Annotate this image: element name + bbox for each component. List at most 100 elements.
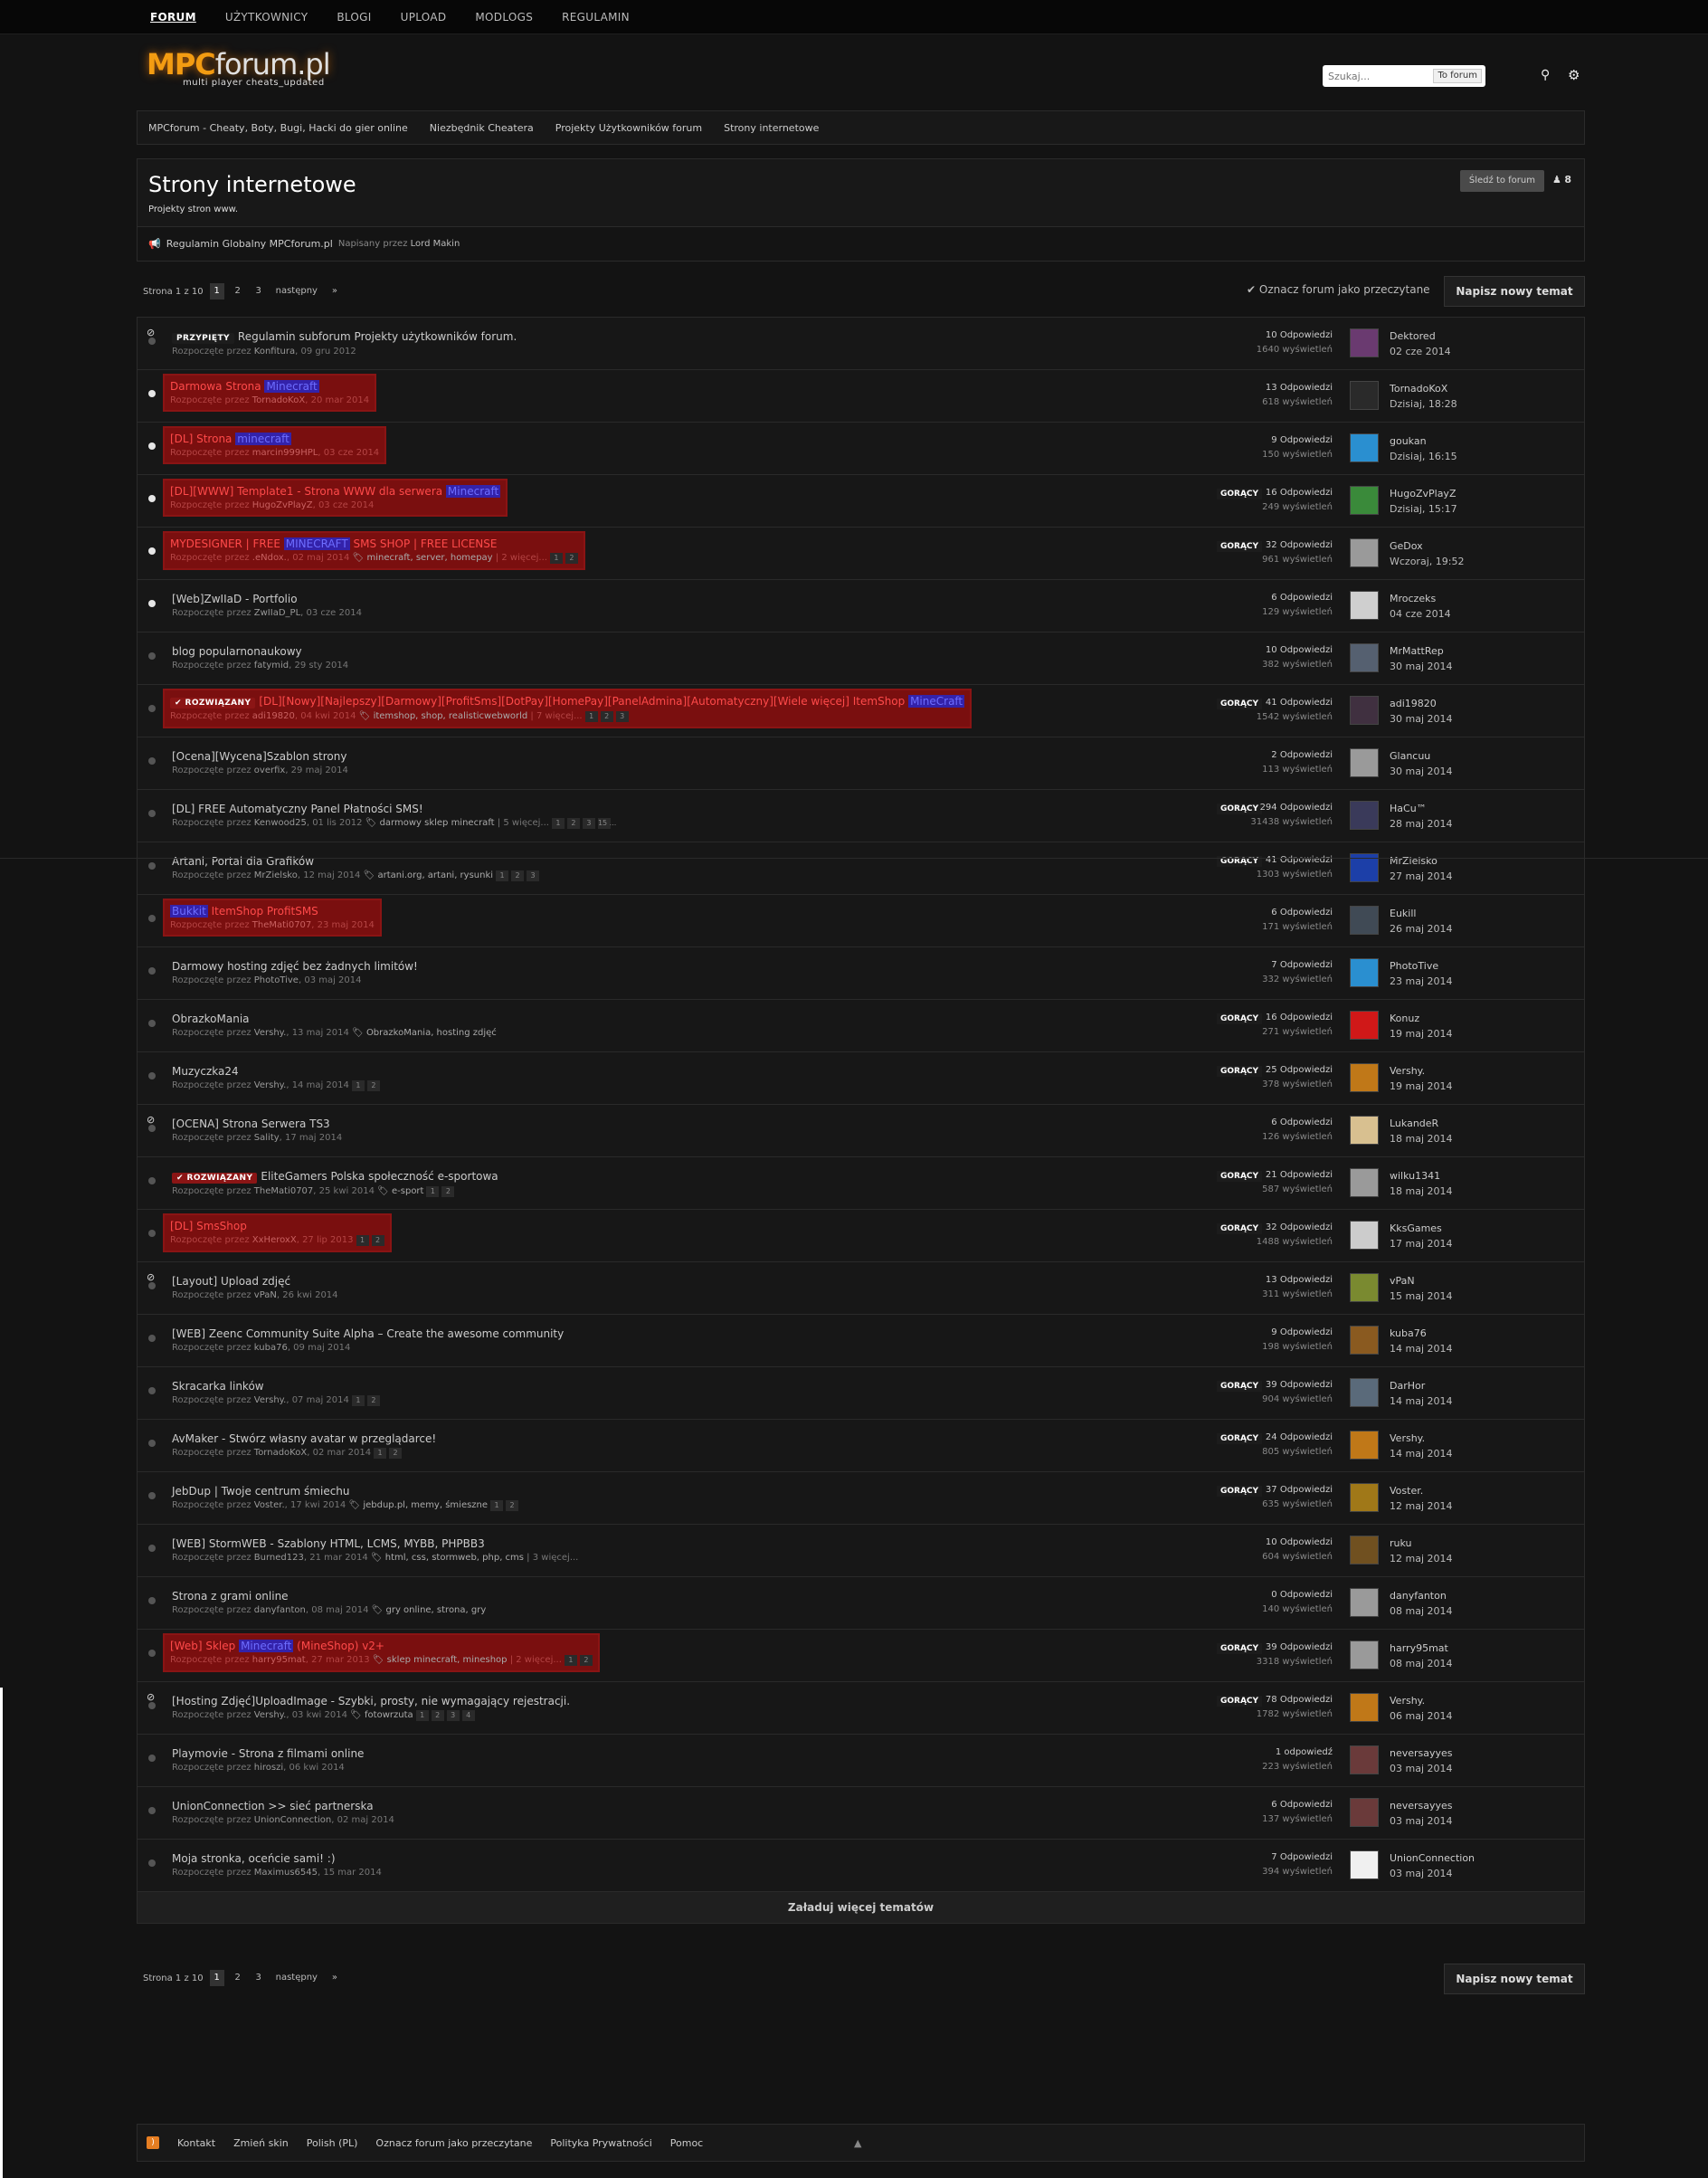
thread-author[interactable]: HugoZvPlayZ <box>251 500 313 510</box>
thread-author[interactable]: TornadoKoX <box>253 1448 308 1458</box>
table-row[interactable]: Skracarka linków Rozpoczęte przez Vershy.… <box>138 1367 1584 1420</box>
thread-title-line[interactable]: ✔ ROZWIĄZANY [DL][Nowy][Najlepszy][Darmow… <box>170 695 965 709</box>
table-row[interactable]: [DL] FREE Automatyczny Panel Płatności S… <box>138 790 1584 842</box>
thread-page-link[interactable]: 2 <box>511 870 525 881</box>
thread-author[interactable]: vPaN <box>253 1290 277 1300</box>
footer-link[interactable]: Oznacz forum jako przeczytane <box>375 2136 533 2149</box>
thread-author[interactable]: TornadoKoX <box>251 395 306 405</box>
thread-page-link[interactable]: 3 <box>446 1710 460 1721</box>
avatar[interactable] <box>1350 1641 1379 1669</box>
thread-tags[interactable]: gry online, strona, gry <box>385 1605 487 1615</box>
announcement-author[interactable]: Lord Makin <box>410 239 460 249</box>
last-poster[interactable]: KksGames <box>1390 1222 1442 1234</box>
last-poster[interactable]: Eukill <box>1390 908 1417 919</box>
breadcrumb-item[interactable]: Strony internetowe <box>724 121 820 134</box>
thread-author[interactable]: danyfanton <box>253 1605 306 1615</box>
nav-item[interactable]: UPLOAD <box>400 11 447 24</box>
gear-icon[interactable]: ⚙ <box>1568 67 1580 83</box>
last-post-time[interactable]: 08 maj 2014 <box>1390 1605 1453 1617</box>
thread-author[interactable]: Maximus6545 <box>253 1868 318 1878</box>
search-input[interactable] <box>1323 65 1422 87</box>
table-row[interactable]: Darmowy hosting zdjęć bez żadnych limitó… <box>138 947 1584 1000</box>
last-post-time[interactable]: 04 cze 2014 <box>1390 608 1451 620</box>
search-scope[interactable]: To forum <box>1433 69 1482 83</box>
avatar[interactable] <box>1350 538 1379 567</box>
thread-page-link[interactable]: 2 <box>565 553 578 564</box>
thread-author[interactable]: TheMati0707 <box>253 1186 314 1196</box>
thread-title-line[interactable]: blog popularnonaukowy <box>172 645 348 658</box>
thread-title[interactable]: UnionConnection >> sieć partnerska <box>172 1800 374 1812</box>
thread-page-link[interactable]: 2 <box>600 711 613 722</box>
thread-title-line[interactable]: PRZYPIĘTY Regulamin subforum Projekty uży… <box>172 330 517 344</box>
thread-title-highlight[interactable]: Minecraft <box>445 485 501 498</box>
thread-title[interactable]: Darmowy hosting zdjęć bez żadnych limitó… <box>172 960 418 973</box>
last-poster[interactable]: neversayyes <box>1390 1747 1453 1759</box>
thread-title-highlight[interactable]: Bukkit <box>170 905 208 918</box>
thread-title[interactable]: Moja stronka, oceńcie sami! :) <box>172 1852 336 1865</box>
thread-author[interactable]: XxHeroxX <box>251 1235 297 1245</box>
thread-author[interactable]: Kenwood25 <box>253 818 307 828</box>
avatar[interactable] <box>1350 643 1379 672</box>
footer-link[interactable]: Polityka Prywatności <box>550 2136 652 2149</box>
thread-title-line[interactable]: MYDESIGNER | FREE MINECRAFT SMS SHOP | F… <box>170 537 578 550</box>
last-page-link[interactable]: » <box>331 286 338 296</box>
thread-tags[interactable]: fotowrzuta <box>365 1710 413 1720</box>
thread-page-link[interactable]: 1 <box>496 870 509 881</box>
thread-author[interactable]: overfix <box>253 766 286 775</box>
thread-page-link[interactable]: 1 <box>351 1395 365 1406</box>
last-poster[interactable]: GeDox <box>1390 540 1423 552</box>
thread-title-line[interactable]: [Web]ZwIIaD - Portfolio <box>172 593 362 605</box>
last-post-time[interactable]: 28 maj 2014 <box>1390 818 1453 830</box>
thread-page-link[interactable]: 1 <box>356 1235 369 1246</box>
thread-title[interactable]: [Ocena][Wycena]Szablon strony <box>172 750 347 763</box>
thread-author[interactable]: Sality <box>253 1133 280 1143</box>
thread-title-line[interactable]: Skracarka linków <box>172 1380 380 1393</box>
thread-title[interactable]: Strona z grami online <box>172 1590 289 1603</box>
thread-title-line[interactable]: Strona z grami online <box>172 1590 486 1603</box>
footer-link[interactable]: Zmień skin <box>233 2136 289 2149</box>
search-icon[interactable]: ⚲ <box>1541 68 1551 82</box>
table-row[interactable]: [WEB] Zeenc Community Suite Alpha – Crea… <box>138 1315 1584 1367</box>
new-topic-button[interactable]: Napisz nowy temat <box>1444 276 1585 307</box>
thread-title[interactable]: [DL] SmsShop <box>170 1220 247 1232</box>
last-post-time[interactable]: 03 maj 2014 <box>1390 1815 1453 1827</box>
thread-title[interactable]: [WEB] Zeenc Community Suite Alpha – Crea… <box>172 1327 565 1340</box>
last-poster[interactable]: UnionConnection <box>1390 1852 1476 1864</box>
table-row[interactable]: ✔ ROZWIĄZANY [DL][Nowy][Najlepszy][Darmow… <box>138 685 1584 737</box>
breadcrumb-item[interactable]: Projekty Użytkowników forum <box>555 121 703 134</box>
thread-tags[interactable]: darmowy sklep minecraft <box>379 818 495 828</box>
last-poster[interactable]: wilku1341 <box>1390 1170 1441 1182</box>
thread-title[interactable]: MYDESIGNER | FREE <box>170 537 284 550</box>
new-topic-button-bottom[interactable]: Napisz nowy temat <box>1444 1964 1585 1994</box>
thread-title[interactable]: [WEB] StormWEB - Szablony HTML, LCMS, MY… <box>172 1537 485 1550</box>
thread-title[interactable]: Darmowa Strona <box>170 380 265 393</box>
thread-title[interactable]: [Web] Sklep <box>170 1640 240 1652</box>
avatar[interactable] <box>1350 1273 1379 1302</box>
thread-author[interactable]: TheMati0707 <box>251 920 312 930</box>
thread-title-line[interactable]: [WEB] Zeenc Community Suite Alpha – Crea… <box>172 1327 564 1340</box>
thread-page-link[interactable]: 2 <box>431 1710 444 1721</box>
last-poster[interactable]: danyfanton <box>1390 1590 1447 1602</box>
last-post-time[interactable]: 03 maj 2014 <box>1390 1763 1453 1774</box>
thread-author[interactable]: Konfitura <box>253 347 296 357</box>
avatar[interactable] <box>1350 381 1379 410</box>
thread-page-link[interactable]: 2 <box>366 1395 380 1406</box>
avatar[interactable] <box>1350 1011 1379 1040</box>
last-poster[interactable]: goukan <box>1390 435 1427 447</box>
avatar[interactable] <box>1350 1378 1379 1407</box>
thread-author[interactable]: PhotoTive <box>253 975 299 985</box>
avatar[interactable] <box>1350 1063 1379 1092</box>
thread-title-line[interactable]: AvMaker - Stwórz własny avatar w przeglą… <box>172 1432 436 1445</box>
thread-tags[interactable]: sklep minecraft, mineshop <box>386 1655 508 1665</box>
last-poster[interactable]: Vershy. <box>1390 1065 1426 1077</box>
breadcrumb-item[interactable]: MPCforum - Cheaty, Boty, Bugi, Hacki do … <box>148 121 408 134</box>
thread-author[interactable]: marcin999HPL <box>251 448 318 458</box>
table-row[interactable]: Artani, Portal dla Grafików Rozpoczęte pr… <box>138 842 1584 895</box>
last-post-time[interactable]: 12 maj 2014 <box>1390 1500 1453 1512</box>
site-logo[interactable]: MPCforum.pl multi player cheats_updated <box>147 47 409 92</box>
table-row[interactable]: Moja stronka, oceńcie sami! :) Rozpoczęte… <box>138 1840 1584 1892</box>
avatar[interactable] <box>1350 1798 1379 1827</box>
more-tags-link[interactable]: 5 więcej... <box>503 818 549 828</box>
thread-title-line[interactable]: Muzyczka24 <box>172 1065 380 1078</box>
table-row[interactable]: ⊘ PRZYPIĘTY Regulamin subforum Projekty uż… <box>138 318 1584 370</box>
